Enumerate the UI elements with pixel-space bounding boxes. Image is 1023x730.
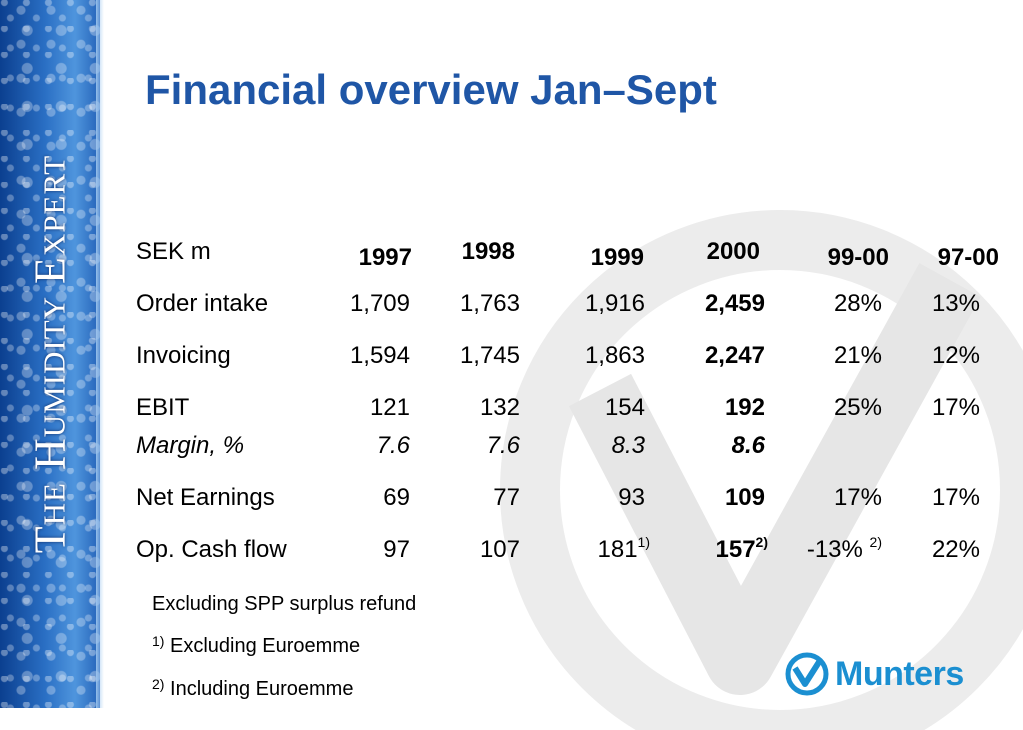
cell-value: 17%	[931, 394, 980, 421]
cell-value-with-footnote: -13% 2)	[806, 534, 882, 563]
header-99-00: 99-00	[827, 244, 889, 271]
cell-value: 107	[479, 536, 520, 563]
munters-logo: Munters	[785, 652, 975, 696]
cell-value: 28%	[833, 290, 882, 317]
header-97-00: 97-00	[937, 244, 999, 271]
sidebar-water-background	[0, 0, 100, 708]
header-1999: 1999	[590, 244, 644, 271]
cell-value: 7.6	[486, 432, 520, 459]
row-label-op-cash-flow: Op. Cash flow	[136, 536, 287, 563]
cell-value: 1,763	[459, 290, 520, 317]
sidebar-tagline: The Humidity Expert	[25, 154, 75, 554]
row-label-order-intake: Order intake	[136, 290, 269, 317]
cell-value: 69	[383, 484, 410, 511]
cell-value: 1,916	[584, 290, 645, 317]
cell-value: 109	[724, 484, 765, 511]
munters-watermark-icon	[500, 210, 1023, 730]
row-label-net-earnings: Net Earnings	[136, 484, 275, 511]
row-label-margin: Margin, %	[136, 432, 245, 459]
cell-value: 12%	[931, 342, 980, 369]
cell-value: 17%	[833, 484, 882, 511]
cell-value: 93	[618, 484, 645, 511]
cell-value: 97	[383, 536, 410, 563]
cell-value: 22%	[931, 536, 980, 563]
cell-value: 17%	[931, 484, 980, 511]
cell-value: 1,709	[349, 290, 410, 317]
cell-value: 1,745	[459, 342, 520, 369]
row-label-invoicing: Invoicing	[136, 342, 231, 369]
cell-value-with-footnote: 1811)	[597, 534, 651, 563]
cell-value: 13%	[931, 290, 980, 317]
row-label-ebit: EBIT	[136, 394, 190, 421]
cell-value: 7.6	[376, 432, 410, 459]
cell-value: 21%	[833, 342, 882, 369]
cell-value: 1,594	[349, 342, 410, 369]
cell-value: 2,247	[704, 342, 765, 369]
footnote-spp: Excluding SPP surplus refund	[152, 593, 417, 615]
logo-wordmark: Munters	[835, 654, 964, 693]
sidebar-edge	[96, 0, 104, 708]
cell-value: 132	[479, 394, 520, 421]
cell-value: 121	[369, 394, 410, 421]
cell-value: 1,863	[584, 342, 645, 369]
footnote-2: 2) Including Euroemme	[152, 676, 354, 700]
footnote-1: 1) Excluding Euroemme	[152, 633, 361, 657]
header-1997: 1997	[358, 244, 412, 271]
cell-value: 154	[604, 394, 645, 421]
page-title: Financial overview Jan–Sept	[145, 66, 717, 113]
unit-label: SEK m	[136, 238, 211, 265]
cell-value-with-footnote: 1572)	[715, 534, 769, 563]
cell-value: 192	[724, 394, 765, 421]
cell-value: 8.6	[731, 432, 765, 459]
header-2000: 2000	[706, 238, 760, 265]
cell-value: 25%	[833, 394, 882, 421]
munters-logo-icon	[785, 652, 829, 696]
cell-value: 8.3	[611, 432, 645, 459]
header-1998: 1998	[461, 238, 515, 265]
cell-value: 2,459	[704, 290, 765, 317]
cell-value: 77	[493, 484, 520, 511]
